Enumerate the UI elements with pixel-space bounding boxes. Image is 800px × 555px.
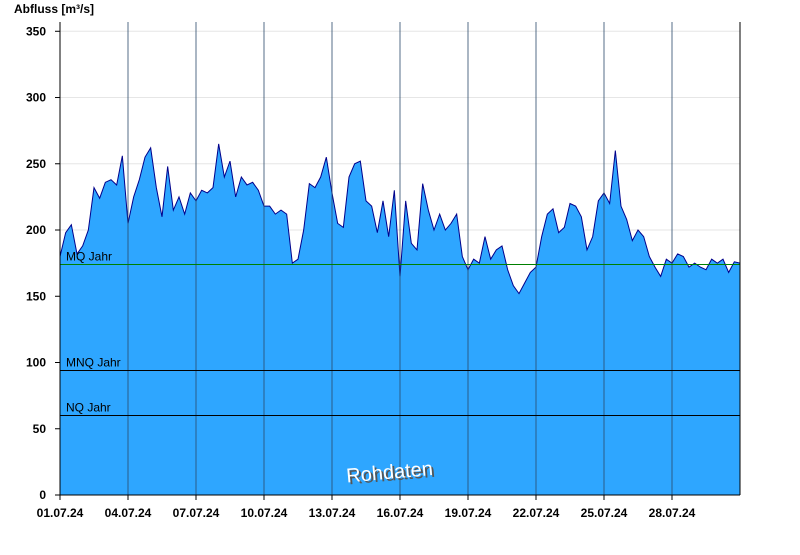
x-tick-label: 04.07.24	[105, 506, 152, 520]
x-tick-label: 10.07.24	[241, 506, 288, 520]
reference-label: NQ Jahr	[66, 401, 111, 415]
x-tick-label: 01.07.24	[37, 506, 84, 520]
y-tick-label: 200	[26, 223, 46, 237]
y-axis-label: Abfluss [m³/s]	[14, 2, 94, 16]
y-tick-label: 0	[39, 488, 46, 502]
x-tick-label: 25.07.24	[581, 506, 628, 520]
x-tick-label: 28.07.24	[649, 506, 696, 520]
x-tick-label: 07.07.24	[173, 506, 220, 520]
y-tick-label: 350	[26, 24, 46, 38]
x-tick-label: 22.07.24	[513, 506, 560, 520]
y-tick-label: 300	[26, 91, 46, 105]
reference-label: MQ Jahr	[66, 249, 112, 263]
y-tick-label: 50	[33, 422, 47, 436]
x-tick-label: 19.07.24	[445, 506, 492, 520]
y-tick-label: 100	[26, 356, 46, 370]
reference-label: MNQ Jahr	[66, 355, 121, 369]
x-tick-label: 16.07.24	[377, 506, 424, 520]
y-tick-label: 150	[26, 289, 46, 303]
x-tick-label: 13.07.24	[309, 506, 356, 520]
y-tick-label: 250	[26, 157, 46, 171]
